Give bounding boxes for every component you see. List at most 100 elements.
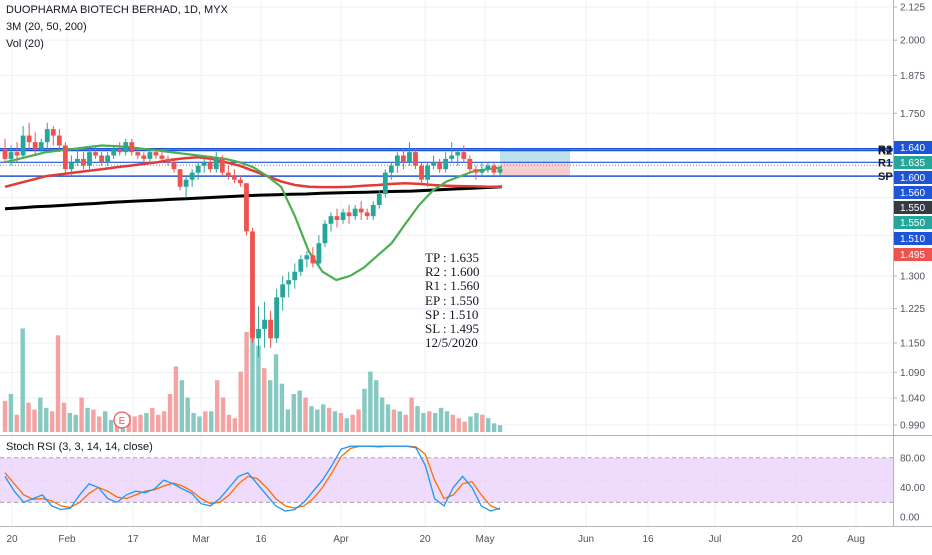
candle-body xyxy=(93,152,98,156)
volume-bar xyxy=(350,414,355,432)
volume-bar xyxy=(267,380,273,432)
volume-bar xyxy=(97,416,102,432)
volume-bar xyxy=(49,411,55,432)
volume-bar xyxy=(55,335,61,432)
ma-legend[interactable]: 3M (20, 50, 200) xyxy=(6,21,87,33)
candle-body xyxy=(262,319,267,329)
price-tick-label: 1.750 xyxy=(900,109,925,120)
volume-bar xyxy=(250,325,255,432)
candle-body xyxy=(310,255,316,264)
volume-bar xyxy=(480,414,485,432)
time-tick-label: Mar xyxy=(192,534,210,545)
volume-bar xyxy=(403,414,408,432)
candle-body xyxy=(401,155,406,163)
candle-body xyxy=(358,208,364,213)
price-label-text: 1.550 xyxy=(900,218,925,229)
volume-bar xyxy=(108,419,114,432)
time-tick-label: 20 xyxy=(419,534,431,545)
candle-body xyxy=(455,152,461,156)
candle-body xyxy=(165,158,171,163)
symbol-title[interactable]: DUOPHARMA BIOTECH BERHAD, 1D, MYX xyxy=(6,4,228,16)
volume-bar xyxy=(356,409,361,432)
price-label-box xyxy=(894,248,932,261)
candle-body xyxy=(256,328,261,339)
candle-body xyxy=(388,165,394,173)
volume-bar xyxy=(344,418,349,432)
candle-body xyxy=(280,284,286,298)
volume-bar xyxy=(444,411,450,432)
candle-body xyxy=(159,155,165,159)
volume-bar xyxy=(214,380,220,432)
volume-bar xyxy=(67,413,73,432)
note-ep: EP : 1.550 xyxy=(425,292,480,308)
candle-body xyxy=(44,129,50,143)
price-tick-label: 1.090 xyxy=(900,368,925,379)
candle-body xyxy=(461,152,467,159)
price-label-box xyxy=(894,186,932,199)
volume-bar xyxy=(179,380,184,432)
candle-body xyxy=(20,135,26,156)
stoch-legend[interactable]: Stoch RSI (3, 3, 14, 14, close) xyxy=(6,441,153,453)
volume-bar xyxy=(73,414,78,432)
candle-body xyxy=(141,155,147,159)
volume-bar xyxy=(262,368,267,432)
candle-body xyxy=(413,152,418,166)
level-label: R2 xyxy=(878,145,892,157)
volume-bar xyxy=(397,411,403,432)
stoch-tick-label: 80.00 xyxy=(900,454,925,465)
candle-body xyxy=(443,158,449,170)
volume-bar xyxy=(32,409,37,432)
candle-body xyxy=(274,297,280,339)
candle-body xyxy=(183,179,189,187)
stoch-rsi-lines xyxy=(4,445,501,512)
candle-body xyxy=(213,158,219,170)
price-label-text: 1.495 xyxy=(900,250,925,261)
volume-bar xyxy=(173,366,179,432)
volume-bar xyxy=(26,402,31,432)
note-r1: R1 : 1.560 xyxy=(425,278,480,294)
candle-body xyxy=(135,152,141,156)
volume-bar xyxy=(185,397,190,432)
candle-body xyxy=(334,216,340,220)
time-tick-label: Aug xyxy=(847,534,865,545)
time-tick-label: Apr xyxy=(333,534,349,545)
candle-body xyxy=(26,135,32,143)
candle-body xyxy=(340,212,346,220)
price-tick-label: 2.125 xyxy=(900,3,925,14)
candle-body xyxy=(87,152,92,166)
volume-bar xyxy=(167,394,173,432)
volume-bar xyxy=(338,413,344,432)
candle-body xyxy=(268,319,274,339)
volume-bar xyxy=(415,406,420,432)
candle-body xyxy=(364,212,370,217)
price-label-box xyxy=(894,216,932,229)
price-tick-label: 1.150 xyxy=(900,339,925,350)
candle-body xyxy=(50,129,56,136)
volume-bar xyxy=(279,383,285,432)
candle-body xyxy=(99,155,104,163)
volume-bar xyxy=(315,409,320,432)
candle-body xyxy=(497,169,503,173)
volume-bar xyxy=(438,407,444,432)
candle-body xyxy=(352,208,358,217)
volume-bar xyxy=(144,413,149,432)
price-tick-label: 0.990 xyxy=(900,421,925,432)
volume-bar xyxy=(226,414,232,432)
candle-body xyxy=(62,145,68,170)
volume-bar xyxy=(362,388,367,432)
volume-bar xyxy=(91,409,96,432)
candle-body xyxy=(316,243,322,264)
ma200-line xyxy=(4,185,503,211)
volume-bar xyxy=(14,414,19,432)
candle-body xyxy=(346,212,352,217)
earnings-marker[interactable]: E xyxy=(113,411,131,429)
candle-body xyxy=(449,155,455,159)
note-sp: SP : 1.510 xyxy=(425,306,479,322)
candle-body xyxy=(286,280,292,285)
vol-legend[interactable]: Vol (20) xyxy=(6,38,44,50)
volume-bar xyxy=(38,397,43,432)
volume-bar xyxy=(421,413,426,432)
candle-body xyxy=(292,271,298,281)
